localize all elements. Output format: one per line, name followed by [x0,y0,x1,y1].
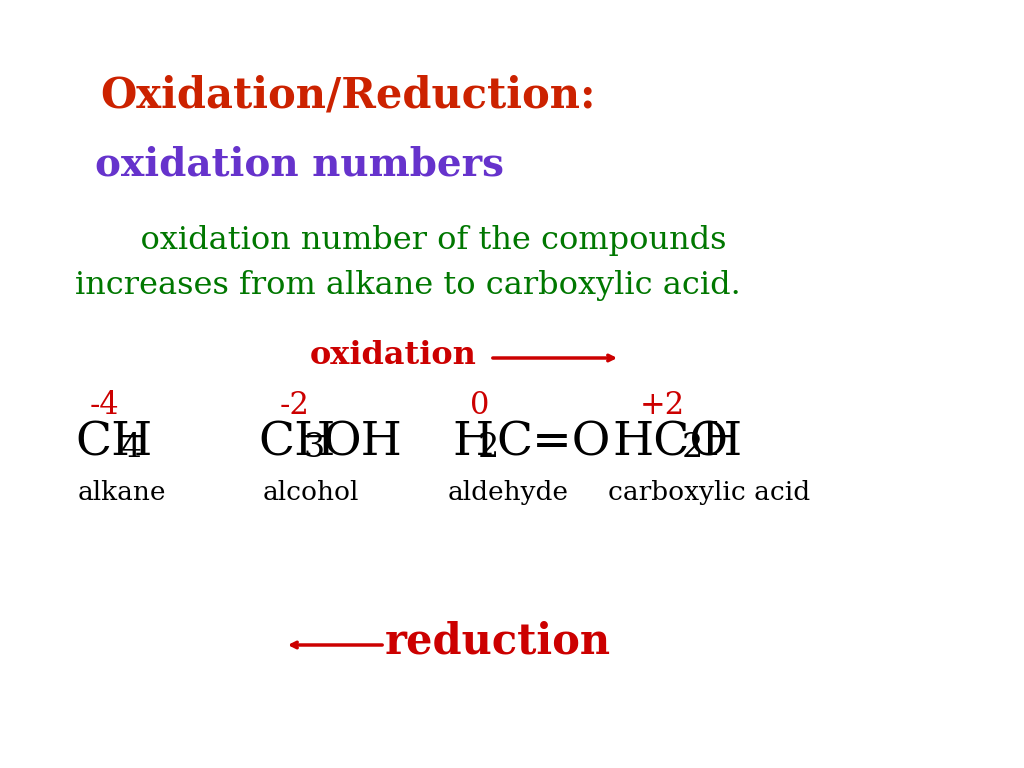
Text: aldehyde: aldehyde [449,480,569,505]
Text: 2: 2 [478,432,500,464]
Text: CH: CH [258,420,336,465]
Text: oxidation numbers: oxidation numbers [95,145,504,183]
Text: +2: +2 [640,390,685,421]
Text: OH: OH [322,420,401,465]
Text: increases from alkane to carboxylic acid.: increases from alkane to carboxylic acid… [75,270,740,301]
Text: H: H [700,420,741,465]
Text: 3: 3 [304,432,326,464]
Text: reduction: reduction [385,620,611,662]
Text: C=O: C=O [496,420,610,465]
Text: oxidation number of the compounds: oxidation number of the compounds [100,225,726,256]
Text: carboxylic acid: carboxylic acid [608,480,810,505]
Text: CH: CH [75,420,153,465]
Text: alcohol: alcohol [263,480,359,505]
Text: -2: -2 [280,390,310,421]
Text: 4: 4 [121,432,142,464]
Text: H: H [452,420,494,465]
Text: Oxidation/Reduction:: Oxidation/Reduction: [100,75,596,117]
Text: 0: 0 [470,390,489,421]
Text: 2: 2 [682,432,703,464]
Text: alkane: alkane [78,480,167,505]
Text: oxidation: oxidation [310,340,477,371]
Text: HCO: HCO [612,420,728,465]
Text: -4: -4 [90,390,120,421]
